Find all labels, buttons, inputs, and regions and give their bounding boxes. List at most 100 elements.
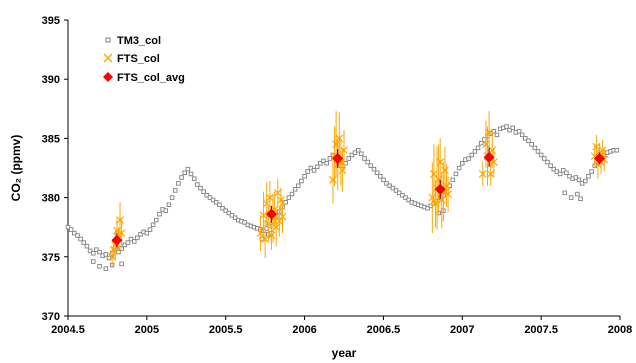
tm3-point [97,264,102,269]
tm3-point [532,145,538,151]
tm3-point [138,232,143,237]
fts-point [256,229,265,238]
fts-point [112,226,121,235]
tm3-point [90,250,96,256]
tm3-point [311,168,317,173]
legend-label: FTS_col_avg [117,72,185,84]
x-tick-label: 2006.5 [367,324,401,336]
tm3-point [507,127,512,133]
tm3-point [308,165,314,171]
fts-point [108,252,117,261]
tm3-point [564,170,569,175]
tm3-point [614,147,620,153]
fts-point [276,196,285,204]
tm3-point [68,227,74,232]
tm3-point [103,266,109,271]
tm3-point [131,239,137,244]
tm3-point [94,247,99,252]
tm3-point [305,169,310,174]
tm3-point [321,158,326,164]
tm3-point [545,159,550,165]
tm3-point [78,236,83,242]
tm3-point [425,206,430,211]
fts-point [444,190,453,198]
tm3-point [352,150,358,155]
tm3-point [201,189,206,194]
fts-point [265,193,274,202]
tm3-point [346,156,351,161]
fts-point [436,158,445,167]
tm3-point [154,217,159,223]
tm3-point [226,210,232,216]
avg-point [594,153,605,164]
tm3-point [365,159,370,165]
tm3-point [469,152,474,158]
tm3-point [529,142,534,147]
tm3-point [542,156,547,161]
tm3-point [460,161,465,166]
tm3-point [314,164,320,170]
tm3-point [359,151,364,157]
tm3-point [453,171,459,177]
fts-point [592,142,601,151]
fts-point [278,212,287,221]
series-fts-col-avg [111,147,605,248]
fts-point [428,193,437,202]
tm3-point [81,240,87,245]
tm3-point [516,129,522,134]
fts-point [488,146,497,155]
fts-point [272,223,281,232]
tm3-point [97,249,102,255]
tm3-point [548,163,553,168]
fts-point [338,166,347,175]
tm3-point [368,163,374,168]
tm3-point [296,183,301,189]
axis-ticks: 370 375 380 385 390 395 2004.5 2005 2005.5 2006 20… [42,15,633,336]
fts-point [441,166,449,175]
tm3-point [456,165,462,171]
tm3-point [519,132,525,138]
tm3-point [475,145,481,151]
tm3-point [166,202,172,207]
x-axis-title: year [332,346,357,360]
tm3-point [214,200,219,205]
tm3-point [75,233,80,238]
x-tick-label: 2004.5 [51,324,85,336]
fts-point [434,175,443,184]
tm3-point [172,188,178,193]
tm3-point [573,175,579,180]
fts-point [482,140,490,149]
y-tick-label: 395 [42,15,60,27]
fts-point [485,128,494,137]
tm3-point [567,174,572,179]
tm3-point [324,161,329,166]
tm3-point [84,243,90,249]
tm3-point [579,181,585,186]
avg-point [332,153,344,164]
tm3-point [393,188,399,193]
tm3-point [491,129,497,134]
y-tick-label: 390 [42,74,60,86]
tm3-point [147,227,153,232]
tm3-point [135,235,140,241]
tm3-point [378,174,383,179]
fts-point [429,169,438,178]
x-tick-label: 2005 [135,324,159,336]
tm3-point [478,140,484,146]
tm3-point [144,230,150,236]
tm3-point [349,152,355,158]
fts-point [437,196,446,204]
tm3-point [182,170,187,175]
tm3-point [122,242,128,248]
tm3-point [229,213,235,218]
tm3-point [403,195,408,200]
tm3-point [283,200,288,205]
x-tick-label: 2007 [450,324,474,336]
tm3-point [179,175,184,180]
tm3-point [554,169,560,174]
y-tick-label: 380 [42,193,60,205]
tm3-point [494,132,500,138]
tm3-point [406,197,411,203]
tm3-point [292,187,298,192]
